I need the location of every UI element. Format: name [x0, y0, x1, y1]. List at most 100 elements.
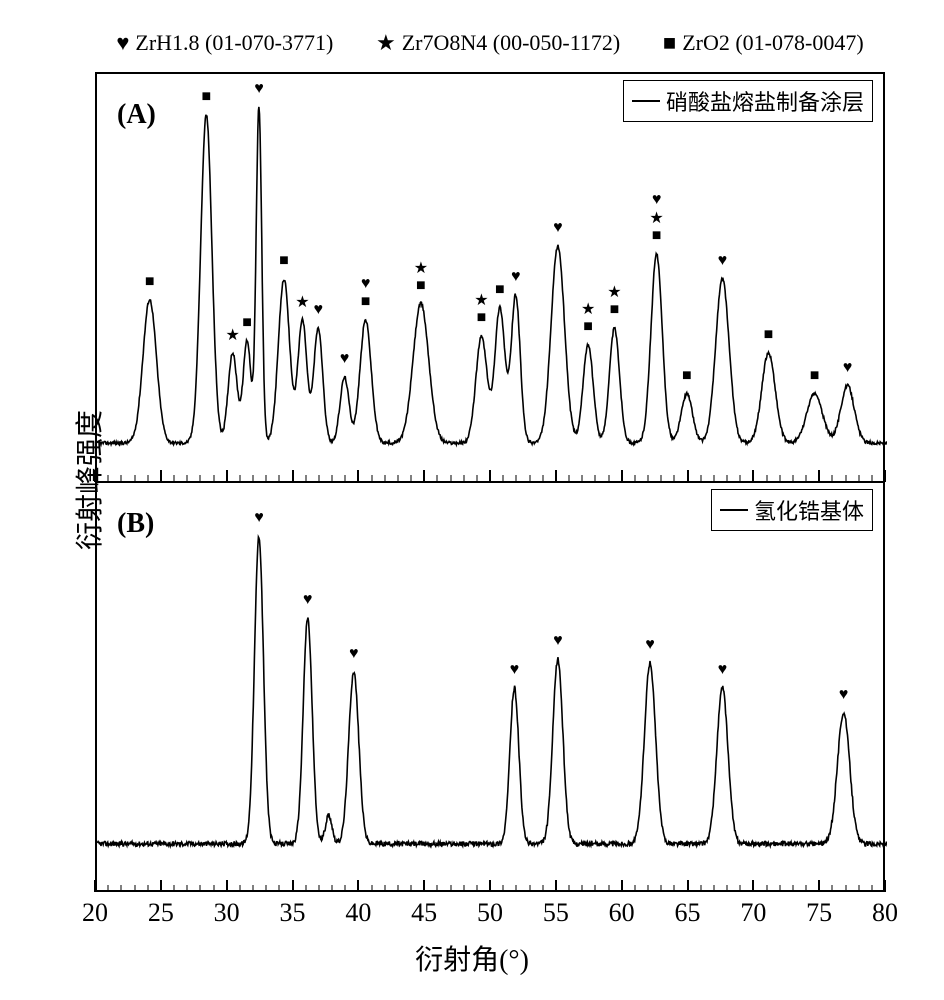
xtick-minor — [253, 885, 254, 892]
xtick-mid — [884, 470, 886, 482]
panel-b: (B) 氢化锆基体 ♥♥♥♥♥♥♥♥ — [95, 482, 885, 892]
xtick-mid — [332, 475, 333, 482]
heart-icon: ♥ — [340, 350, 350, 368]
star-icon: ★ — [376, 30, 396, 56]
xtick-mid — [687, 470, 689, 482]
legend-item-zrh: ♥ ZrH1.8 (01-070-3771) — [116, 30, 333, 56]
xtick-label: 65 — [675, 898, 701, 928]
xrd-figure: ♥ ZrH1.8 (01-070-3771) ★ Zr7O8N4 (00-050… — [0, 0, 944, 1000]
xtick-mid — [832, 475, 833, 482]
heart-icon: ♥ — [553, 219, 563, 237]
xtick-mid — [239, 475, 240, 482]
heart-icon: ♥ — [652, 191, 662, 209]
xtick-major — [752, 880, 754, 892]
xtick-label: 80 — [872, 898, 898, 928]
xtick-mid — [569, 475, 570, 482]
xtick-minor — [792, 885, 793, 892]
heart-icon: ♥ — [361, 275, 371, 293]
legend-top: ♥ ZrH1.8 (01-070-3771) ★ Zr7O8N4 (00-050… — [95, 30, 885, 56]
xtick-mid — [621, 470, 623, 482]
xtick-mid — [818, 470, 820, 482]
xtick-minor — [503, 885, 504, 892]
xtick-major — [884, 880, 886, 892]
xtick-minor — [569, 885, 570, 892]
heart-icon: ♥ — [254, 80, 264, 98]
xtick-minor — [332, 885, 333, 892]
xtick-mid — [779, 475, 780, 482]
legend-label: ZrH1.8 (01-070-3771) — [135, 30, 333, 56]
xtick-minor — [437, 885, 438, 892]
xtick-mid — [423, 470, 425, 482]
star-icon: ★ — [581, 299, 595, 319]
heart-icon: ♥ — [303, 591, 313, 609]
square-icon: ■ — [583, 318, 593, 336]
xtick-mid — [845, 475, 846, 482]
xtick-major — [94, 880, 96, 892]
xtick-mid — [266, 475, 267, 482]
xtick-mid — [463, 475, 464, 482]
xtick-mid — [397, 475, 398, 482]
legend-label: Zr7O8N4 (00-050-1172) — [402, 30, 621, 56]
heart-icon: ♥ — [116, 30, 129, 56]
square-icon: ■ — [477, 309, 487, 327]
legend-item-zron: ★ Zr7O8N4 (00-050-1172) — [376, 30, 620, 56]
xtick-mid — [121, 475, 122, 482]
xtick-minor — [766, 885, 767, 892]
xtick-mid — [200, 475, 201, 482]
heart-icon: ♥ — [313, 301, 323, 319]
square-icon: ■ — [201, 88, 211, 106]
heart-icon: ♥ — [510, 661, 520, 679]
xtick-mid — [661, 475, 662, 482]
xtick-minor — [174, 885, 175, 892]
xtick-mid — [94, 470, 96, 482]
heart-icon: ♥ — [511, 268, 521, 286]
xtick-minor — [134, 885, 135, 892]
xtick-mid — [187, 475, 188, 482]
xtick-label: 75 — [806, 898, 832, 928]
xtick-minor — [595, 885, 596, 892]
xtick-mid — [226, 470, 228, 482]
xtick-label: 20 — [82, 898, 108, 928]
xtick-minor — [700, 885, 701, 892]
star-icon: ★ — [474, 290, 488, 310]
xtick-mid — [542, 475, 543, 482]
heart-icon: ♥ — [645, 636, 655, 654]
xtick-mid — [450, 475, 451, 482]
xtick-minor — [713, 885, 714, 892]
xtick-mid — [108, 475, 109, 482]
heart-icon: ♥ — [718, 661, 728, 679]
star-icon: ★ — [607, 282, 621, 302]
square-icon: ■ — [652, 227, 662, 245]
xtick-mid — [674, 475, 675, 482]
xtick-mid — [160, 470, 162, 482]
xtick-mid — [213, 475, 214, 482]
xtick-mid — [437, 475, 438, 482]
xtick-minor — [674, 885, 675, 892]
xtick-major — [357, 880, 359, 892]
xtick-mid — [582, 475, 583, 482]
xtick-minor — [727, 885, 728, 892]
legend-label: ZrO2 (01-078-0047) — [682, 30, 863, 56]
xtick-label: 60 — [609, 898, 635, 928]
xtick-minor — [121, 885, 122, 892]
xtick-minor — [648, 885, 649, 892]
xtick-mid — [292, 470, 294, 482]
xtick-mid — [384, 475, 385, 482]
xtick-minor — [661, 885, 662, 892]
heart-icon: ♥ — [254, 509, 264, 527]
square-icon: ■ — [145, 273, 155, 291]
xtick-minor — [529, 885, 530, 892]
xtick-minor — [832, 885, 833, 892]
xtick-minor — [779, 885, 780, 892]
xtick-label: 70 — [740, 898, 766, 928]
xtick-major — [555, 880, 557, 892]
xtick-minor — [845, 885, 846, 892]
xtick-minor — [147, 885, 148, 892]
xtick-mid — [740, 475, 741, 482]
xtick-minor — [266, 885, 267, 892]
xtick-mid — [147, 475, 148, 482]
xtick-label: 25 — [148, 898, 174, 928]
square-icon: ■ — [663, 30, 676, 56]
xtick-minor — [279, 885, 280, 892]
heart-icon: ♥ — [718, 252, 728, 270]
